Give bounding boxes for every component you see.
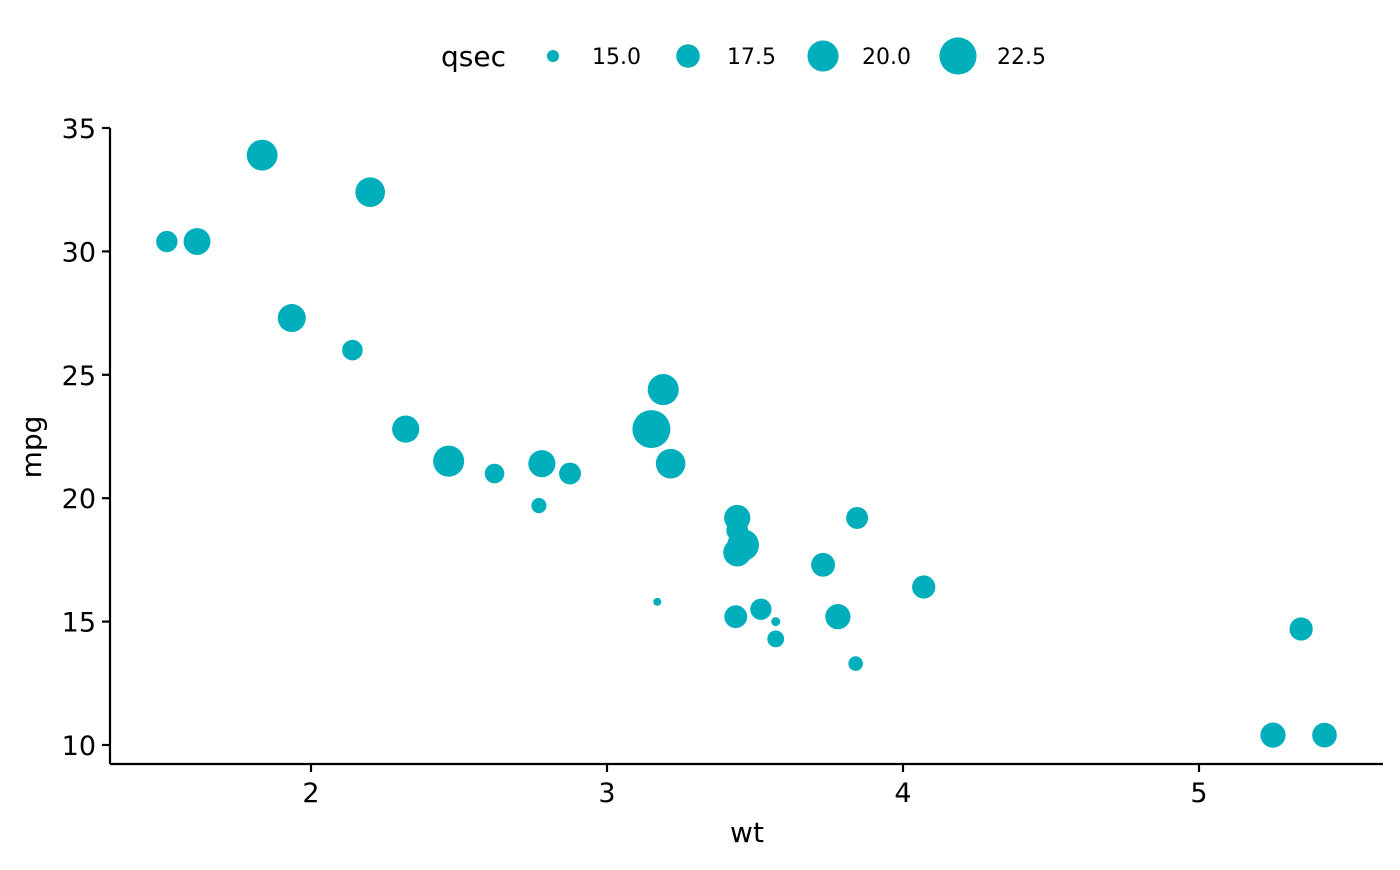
x-tick-label: 3 <box>598 778 615 809</box>
data-point <box>723 538 752 567</box>
y-tick-label: 20 <box>62 484 96 515</box>
data-point <box>1312 722 1337 748</box>
x-axis-title: wt <box>730 816 764 849</box>
data-point <box>355 177 386 208</box>
data-point <box>559 462 581 485</box>
data-point <box>183 228 211 255</box>
y-tick-label: 25 <box>62 361 96 392</box>
data-point <box>724 605 748 629</box>
data-point <box>528 450 556 478</box>
y-tick-label: 15 <box>62 608 96 639</box>
y-tick-label: 10 <box>62 731 96 762</box>
data-point <box>156 230 178 253</box>
data-point <box>277 304 306 333</box>
legend-key-label: 20.0 <box>862 45 911 70</box>
y-tick-label: 30 <box>62 237 96 268</box>
data-point <box>767 630 785 648</box>
legend-key-label: 17.5 <box>727 45 776 70</box>
legend-key-circle <box>807 40 839 72</box>
legend-key-label: 15.0 <box>592 45 641 70</box>
data-point <box>811 552 836 577</box>
data-point <box>342 339 363 361</box>
data-point <box>392 415 420 443</box>
data-point <box>1289 617 1313 641</box>
legend-title: qsec <box>441 40 506 73</box>
data-point <box>531 498 547 514</box>
legend-key-label: 22.5 <box>997 45 1046 70</box>
data-point <box>433 445 465 477</box>
x-tick-label: 5 <box>1190 778 1207 809</box>
legend-key-circle <box>676 44 700 68</box>
axis-ticks: 2 3 4 5 10 15 20 25 30 35 <box>62 114 1208 809</box>
data-point <box>1260 722 1286 748</box>
data-point <box>771 617 781 627</box>
legend-key-circle <box>546 49 560 63</box>
data-point <box>848 656 863 671</box>
data-point <box>750 598 772 620</box>
legend: qsec 15.0 17.5 20.0 22.5 <box>441 37 1046 75</box>
data-point <box>825 604 851 630</box>
data-point <box>724 504 751 532</box>
axes <box>108 128 1383 766</box>
data-point <box>484 463 505 484</box>
data-point <box>846 506 869 529</box>
data-point <box>912 575 936 599</box>
data-point <box>653 597 662 606</box>
y-axis-title: mpg <box>15 416 48 479</box>
data-point <box>655 448 686 479</box>
data-point <box>647 374 679 406</box>
data-point <box>246 139 278 171</box>
x-tick-label: 4 <box>894 778 911 809</box>
legend-key-circle <box>939 37 977 75</box>
x-tick-label: 2 <box>302 778 319 809</box>
y-tick-label: 35 <box>62 114 96 145</box>
data-points <box>156 139 1337 748</box>
data-point <box>632 410 671 449</box>
